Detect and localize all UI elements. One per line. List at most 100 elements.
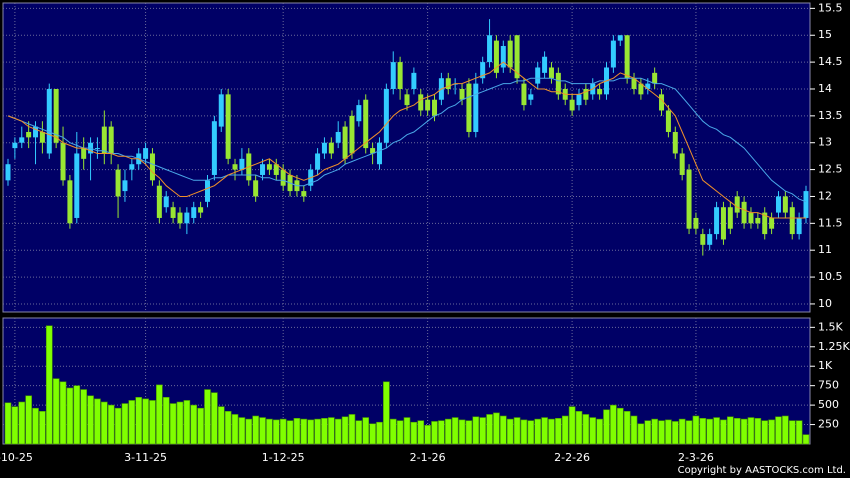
candle-body <box>693 217 699 229</box>
volume-bar <box>328 417 335 445</box>
volume-bar <box>286 420 294 445</box>
volume-bar <box>25 395 32 445</box>
candle-body <box>342 126 348 159</box>
candle-body <box>260 164 266 175</box>
y-tick-label: 10.5 <box>818 270 843 283</box>
volume-bar <box>293 418 301 445</box>
volume-bar <box>32 407 39 445</box>
volume-bar <box>713 417 720 445</box>
volume-bar <box>259 417 266 445</box>
volume-bar <box>121 403 129 445</box>
candle-body <box>425 99 431 111</box>
y-tick-label: 500 <box>818 398 839 411</box>
candle-body <box>301 191 307 197</box>
candle-body <box>46 88 52 154</box>
volume-bar <box>465 420 473 445</box>
candle-body <box>466 83 472 132</box>
volume-bar <box>39 411 46 445</box>
candle-body <box>624 35 630 79</box>
candle-body <box>769 217 775 229</box>
volume-bar <box>142 398 149 445</box>
volume-bar <box>279 418 287 445</box>
volume-bar <box>217 406 225 445</box>
candle-body <box>315 153 321 170</box>
candle-body <box>129 164 135 170</box>
candle-body <box>542 56 548 73</box>
volume-bar <box>190 404 198 445</box>
y-tick-label: 12.5 <box>818 163 843 176</box>
volume-bar <box>610 404 617 445</box>
volume-bar <box>782 415 789 445</box>
volume-bar <box>692 415 700 445</box>
volume-bar <box>224 411 232 445</box>
candle-body <box>184 212 190 224</box>
candle-body <box>521 83 527 106</box>
candle-body <box>631 78 637 89</box>
moving-average-line <box>7 61 806 219</box>
candle-body <box>652 72 658 84</box>
volume-bar <box>314 418 321 445</box>
volume-bar <box>678 418 686 445</box>
candle-body <box>418 94 424 111</box>
volume-bar <box>272 419 280 445</box>
volume-bar <box>114 407 122 445</box>
volume-bar <box>513 417 521 445</box>
volume-bar <box>754 418 762 445</box>
candle-body <box>741 201 747 224</box>
volume-bar <box>424 425 431 445</box>
candle-body <box>33 126 39 138</box>
candle-body <box>555 72 561 95</box>
volume-bar <box>307 419 314 445</box>
volume-bar <box>630 415 638 445</box>
volume-bar <box>568 406 576 445</box>
volume-bar <box>438 420 445 445</box>
y-tick-label: 1K <box>818 359 833 372</box>
volume-bar <box>128 400 136 445</box>
volume-bar <box>231 414 239 445</box>
y-tick-label: 10 <box>818 297 832 310</box>
volume-bar <box>616 407 624 445</box>
y-tick-label: 14 <box>818 82 832 95</box>
x-tick-label: -10-25 <box>0 451 33 464</box>
footer: Copyright by AASTOCKS.com Ltd. <box>678 465 846 476</box>
candle-body <box>5 164 11 181</box>
candle-body <box>569 99 575 111</box>
volume-bar <box>18 401 26 445</box>
y-tick-label: 1.5K <box>818 320 843 333</box>
candle-body <box>762 212 768 235</box>
candle-body <box>734 196 740 213</box>
candle-body <box>789 207 795 235</box>
volume-bar <box>66 387 74 445</box>
volume-bar <box>575 411 583 445</box>
candle-body <box>12 142 18 149</box>
volume-bar <box>87 395 94 445</box>
y-tick-label: 11.5 <box>818 216 843 229</box>
volume-bar <box>156 384 163 445</box>
volume-bar <box>334 418 342 445</box>
volume-bar <box>637 423 645 445</box>
candle-body <box>149 153 155 181</box>
candle-body <box>672 131 678 154</box>
volume-bar <box>768 419 775 445</box>
volume-bar <box>761 420 769 445</box>
candle-body <box>211 121 217 175</box>
candle-body <box>115 169 121 197</box>
y-tick-label: 14.5 <box>818 55 843 68</box>
candle-body <box>583 88 589 100</box>
candle-body <box>432 99 438 116</box>
candle-body <box>335 131 341 143</box>
volume-bar <box>204 389 211 445</box>
y-tick-label: 1.25K <box>818 340 850 353</box>
candle-body <box>645 83 651 89</box>
y-tick-label: 12 <box>818 189 832 202</box>
candle-body <box>218 94 224 127</box>
volume-bar <box>747 417 755 445</box>
candle-body <box>782 196 788 213</box>
candle-body <box>19 137 25 143</box>
candle-body <box>81 148 87 159</box>
moving-average-line <box>7 77 807 203</box>
candle-body <box>60 142 66 181</box>
volume-bar <box>795 420 803 445</box>
candle-body <box>617 35 623 41</box>
candle-body <box>727 207 733 229</box>
